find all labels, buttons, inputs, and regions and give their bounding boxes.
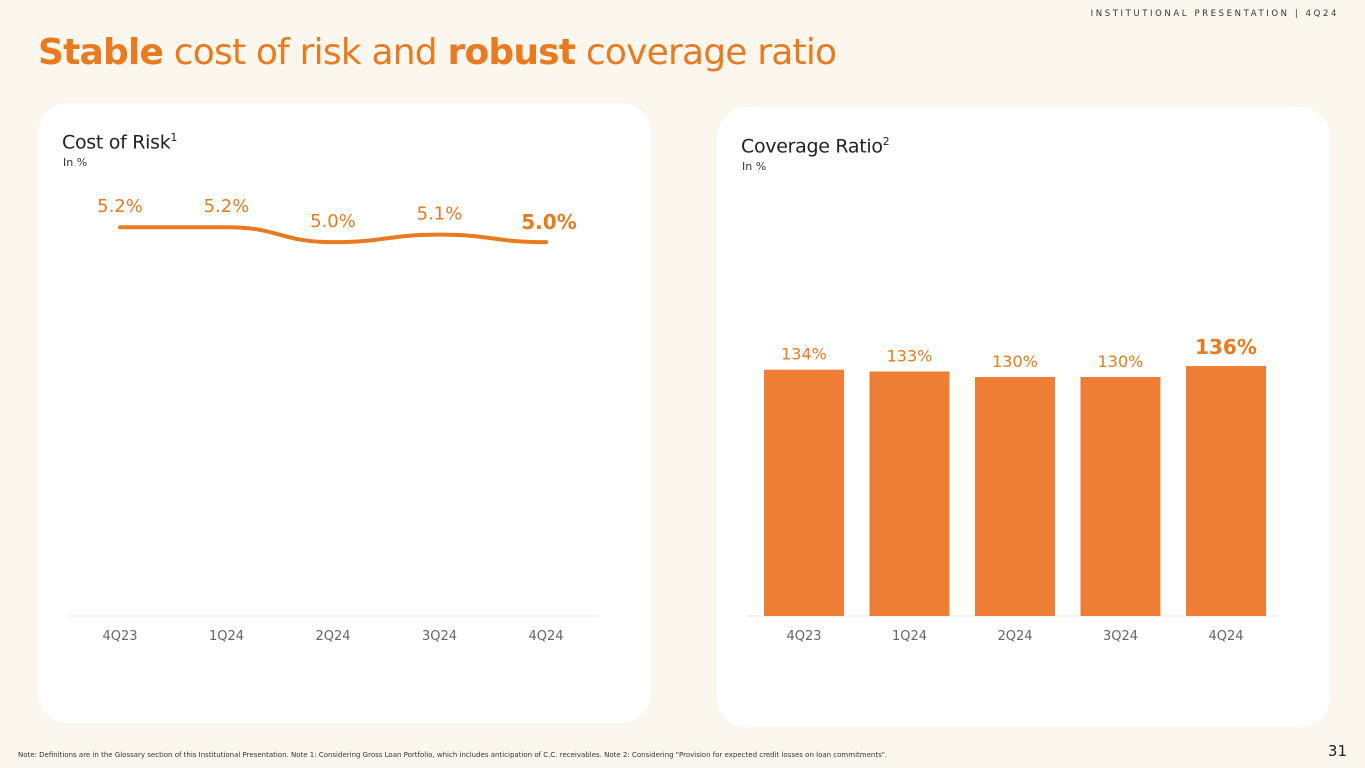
presentation-tag: INSTITUTIONAL PRESENTATION | 4Q24 [1090,9,1339,19]
data-label: 134% [781,345,827,364]
footnote: Note: Definitions are in the Glossary se… [18,751,888,759]
x-tick-label: 4Q23 [102,629,137,644]
coverage-bar [869,371,950,616]
data-label: 5.0% [310,211,356,232]
cost-of-risk-line [118,225,548,245]
coverage-bar [764,369,844,616]
data-label: 5.2% [97,196,143,217]
x-tick-label: 2Q24 [315,629,350,644]
data-label: 133% [887,347,933,366]
data-label: 5.1% [417,204,463,225]
coverage-bar [1080,377,1161,616]
cost-of-risk-chart: 5.2% 4Q23 5.2% 1Q24 5.0% 2Q24 5.1% 3Q24 5.0% 4Q24 [68,196,599,644]
x-tick-label: 1Q24 [209,629,244,644]
data-label: 5.2% [204,196,250,217]
coverage-bar [975,377,1055,616]
coverage-ratio-unit: In % [742,160,767,173]
x-tick-label: 1Q24 [892,629,927,644]
cost-of-risk-title: Cost of Risk1 [62,131,177,153]
x-tick-label: 4Q24 [528,629,563,644]
data-label: 130% [1098,352,1144,371]
data-label: 5.0% [521,210,576,234]
coverage-ratio-title-text: Coverage Ratio [741,135,883,158]
data-label: 130% [992,352,1038,371]
cost-of-risk-unit: In % [63,156,88,169]
x-tick-label: 2Q24 [997,629,1032,644]
data-label: 136% [1195,335,1257,359]
cost-of-risk-title-text: Cost of Risk [62,131,171,154]
x-tick-label: 4Q23 [786,629,821,644]
cost-of-risk-note-ref: 1 [170,131,178,144]
title-part-4: coverage ratio [575,32,837,73]
x-tick-label: 4Q24 [1208,629,1243,644]
coverage-ratio-card: Coverage Ratio2 In % 134% 4Q23 133% 1Q24 130… [717,107,1330,727]
title-part-stable: Stable [38,32,164,73]
title-part-2: cost of risk and [163,32,448,73]
page-number: 31 [1327,742,1347,760]
coverage-bar [1186,366,1266,616]
x-tick-label: 3Q24 [422,629,457,644]
x-tick-label: 3Q24 [1103,629,1138,644]
cost-of-risk-card: Cost of Risk1 In % 5.2% 4Q23 5.2% 1Q24 5.0% 2… [38,103,651,723]
coverage-ratio-chart: 134% 4Q23 133% 1Q24 130% 2Q24 130% 3Q24 136% 4Q24 [747,335,1278,644]
page-title: Stable cost of risk and robust coverage … [38,32,837,73]
coverage-ratio-title: Coverage Ratio2 [741,135,890,158]
coverage-ratio-note-ref: 2 [882,135,890,148]
title-part-robust: robust [447,32,577,73]
